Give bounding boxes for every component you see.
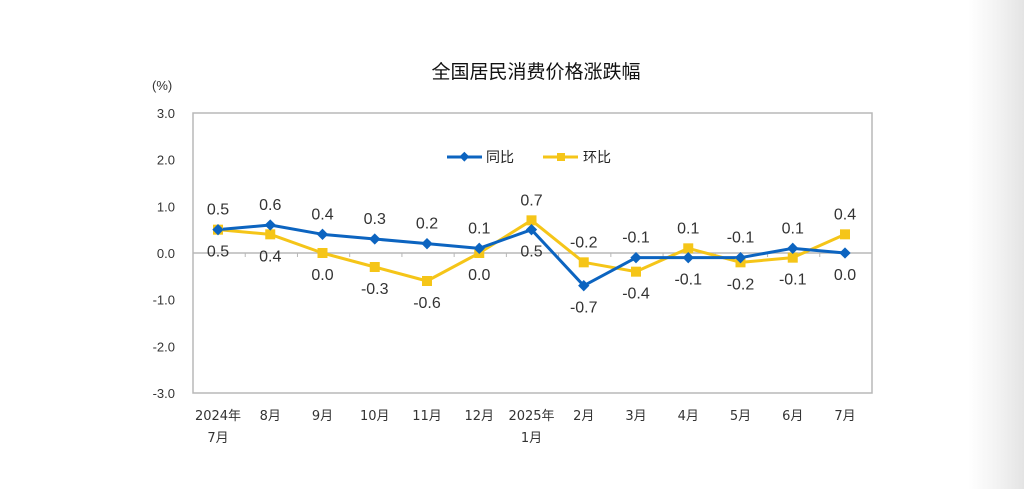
- mom-point: [578, 257, 589, 268]
- yoy-point: [578, 280, 590, 292]
- x-tick-label: 9月: [312, 409, 333, 424]
- mom-data-label: -0.3: [361, 281, 389, 298]
- mom-point: [787, 252, 798, 263]
- mom-point: [422, 276, 432, 286]
- mom-point: [317, 248, 328, 258]
- yoy-data-label: -0.1: [727, 230, 755, 247]
- y-tick-label: 1.0: [157, 199, 175, 214]
- mom-data-label: 0.1: [677, 220, 699, 237]
- yoy-data-label: -0.1: [674, 272, 702, 289]
- yoy-point: [264, 219, 276, 231]
- yoy-point: [473, 242, 485, 254]
- x-tick-label: 2月: [573, 409, 594, 424]
- mom-point: [840, 229, 850, 240]
- y-tick-label: 3.0: [157, 106, 175, 121]
- x-tick-label: 5月: [730, 409, 751, 424]
- legend-label-yoy: 同比: [486, 150, 514, 166]
- x-tick-label: 8月: [260, 409, 281, 424]
- yoy-data-label: -0.7: [570, 300, 598, 317]
- yoy-point: [839, 247, 851, 259]
- yoy-data-label: 0.6: [259, 197, 281, 214]
- y-tick-label: 2.0: [157, 153, 175, 168]
- yoy-data-label: 0.1: [468, 220, 490, 237]
- yoy-data-label: 0.3: [364, 211, 386, 228]
- mom-data-label: -0.2: [570, 234, 598, 251]
- mom-data-label: 0.5: [207, 244, 229, 261]
- mom-point: [631, 266, 641, 277]
- mom-point: [369, 262, 380, 272]
- mom-point: [683, 243, 694, 254]
- x-tick-label: 2024年: [195, 409, 241, 424]
- mom-data-label: 0.4: [259, 248, 281, 265]
- mom-data-label: -0.4: [622, 286, 650, 303]
- mom-data-label: 0.7: [520, 192, 542, 209]
- mom-point: [526, 215, 537, 226]
- mom-data-label: 0.0: [311, 267, 333, 284]
- legend-label-mom: 环比: [583, 150, 611, 166]
- y-tick-label: -2.0: [153, 339, 175, 354]
- x-tick-label: 4月: [678, 409, 699, 424]
- yoy-data-label: 0.2: [416, 216, 438, 233]
- mom-data-label: -0.1: [779, 272, 807, 289]
- yoy-point: [369, 233, 381, 245]
- x-tick-label: 7月: [207, 431, 228, 446]
- x-tick-label: 2025年: [508, 409, 554, 424]
- yoy-data-label: 0.5: [207, 202, 229, 219]
- legend-square-icon: [557, 153, 565, 161]
- mom-data-label: -0.2: [727, 276, 755, 293]
- x-tick-label: 1月: [521, 431, 542, 446]
- yoy-data-label: 0.4: [311, 206, 333, 223]
- y-tick-label: -3.0: [153, 386, 175, 401]
- x-tick-label: 12月: [464, 409, 494, 424]
- x-tick-label: 7月: [834, 409, 855, 424]
- yoy-data-label: -0.1: [622, 230, 650, 247]
- legend: 同比 环比: [447, 150, 611, 166]
- yoy-data-label: 0.5: [520, 244, 542, 261]
- x-tick-label: 6月: [782, 409, 803, 424]
- x-tick-label: 10月: [360, 409, 390, 424]
- y-tick-label: 0.0: [157, 246, 175, 261]
- chart-title: 全国居民消费价格涨跌幅: [431, 61, 640, 83]
- mom-point: [265, 229, 276, 240]
- yoy-data-label: 0.1: [782, 220, 804, 237]
- y-axis-unit: (%): [152, 78, 172, 93]
- y-tick-label: -1.0: [153, 293, 175, 308]
- yoy-point: [525, 224, 538, 236]
- mom-data-label: 0.0: [468, 267, 490, 284]
- yoy-point: [421, 238, 433, 250]
- mom-data-label: -0.6: [413, 295, 441, 312]
- yoy-point: [212, 224, 224, 236]
- yoy-data-label: 0.0: [834, 267, 856, 284]
- x-tick-label: 3月: [625, 409, 646, 424]
- yoy-point: [787, 242, 799, 254]
- mom-data-label: 0.4: [834, 206, 856, 223]
- x-tick-label: 11月: [412, 409, 442, 424]
- yoy-point: [316, 228, 329, 240]
- legend-diamond-icon: [459, 151, 470, 162]
